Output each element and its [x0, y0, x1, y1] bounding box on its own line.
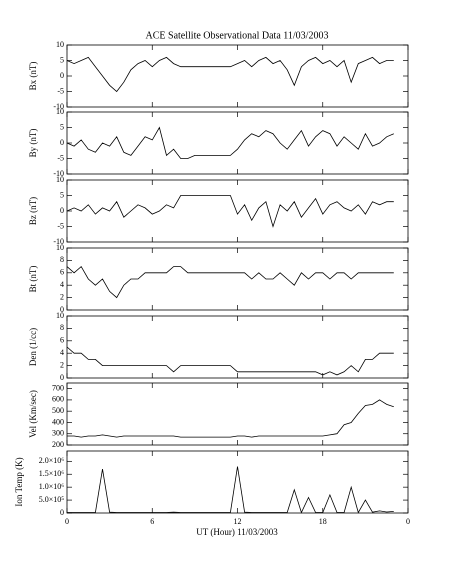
y-tick-label: 5.0×10⁵	[39, 495, 65, 504]
y-tick-label: 10	[56, 243, 64, 252]
y-axis-label: Bx (nT)	[28, 62, 38, 91]
y-tick-label: 5	[60, 122, 64, 131]
y-tick-label: -5	[57, 86, 64, 95]
x-axis-label: UT (Hour) 11/03/2003	[196, 527, 278, 537]
x-tick-label: 6	[150, 517, 154, 526]
y-tick-label: 0	[60, 138, 64, 147]
y-tick-label: 10	[56, 40, 64, 49]
y-tick-label: 4	[60, 348, 64, 357]
y-axis-label: By (nT)	[28, 129, 38, 158]
y-tick-label: 2	[60, 360, 64, 369]
y-tick-label: -10	[53, 237, 64, 246]
x-tick-label: 0	[65, 517, 69, 526]
panel-frame	[66, 450, 409, 514]
y-tick-label: 8	[60, 255, 64, 264]
y-axis-label: Den (1/cc)	[28, 328, 38, 366]
y-tick-label: 5	[60, 190, 64, 199]
panel-frame	[66, 315, 409, 379]
x-tick-label: 0	[406, 517, 410, 526]
y-axis-label: Bz (nT)	[28, 197, 38, 225]
y-tick-label: 1.5×10⁶	[39, 469, 65, 478]
y-axis-label: Vel (Km/sec)	[28, 390, 38, 438]
y-tick-label: 5	[60, 55, 64, 64]
chart-title: ACE Satellite Observational Data 11/03/2…	[146, 30, 329, 41]
y-tick-label: 400	[52, 417, 64, 426]
data-line	[66, 195, 394, 228]
y-tick-label: 8	[60, 323, 64, 332]
panel-frame	[66, 44, 409, 108]
y-tick-label: -10	[53, 169, 64, 178]
y-tick-label: 2	[60, 292, 64, 301]
data-line	[66, 346, 394, 376]
y-tick-label: 4	[60, 280, 64, 289]
y-axis-label: Ion Temp (K)	[14, 457, 24, 506]
data-line	[67, 399, 394, 438]
y-tick-label: 200	[52, 440, 64, 449]
data-line	[66, 56, 394, 93]
y-tick-label: 300	[52, 429, 64, 438]
y-tick-label: 10	[56, 311, 64, 320]
data-line	[66, 126, 394, 159]
y-tick-label: 10	[56, 107, 64, 116]
y-tick-label: 0	[60, 206, 64, 215]
y-tick-label: 6	[60, 268, 64, 277]
panel-frame	[66, 247, 409, 311]
x-tick-label: 12	[234, 517, 242, 526]
y-tick-label: 1.0×10⁶	[39, 482, 65, 491]
data-line	[67, 466, 394, 514]
x-tick-label: 18	[319, 517, 327, 526]
y-tick-label: 0	[60, 71, 64, 80]
y-tick-label: -5	[57, 221, 64, 230]
y-tick-label: 0	[60, 508, 64, 517]
y-tick-label: 10	[56, 175, 64, 184]
data-line	[66, 265, 394, 299]
y-tick-label: 500	[52, 406, 64, 415]
y-tick-label: 700	[52, 383, 64, 392]
panel-frame	[66, 111, 409, 175]
y-tick-label: 0	[60, 305, 64, 314]
y-tick-label: 2.0×10⁶	[39, 456, 65, 465]
y-tick-label: -5	[57, 153, 64, 162]
y-tick-label: -10	[53, 102, 64, 111]
y-tick-label: 0	[60, 373, 64, 382]
panel-frame	[66, 179, 409, 243]
y-tick-label: 600	[52, 395, 64, 404]
y-axis-label: Bt (nT)	[28, 266, 38, 293]
y-tick-label: 6	[60, 336, 64, 345]
